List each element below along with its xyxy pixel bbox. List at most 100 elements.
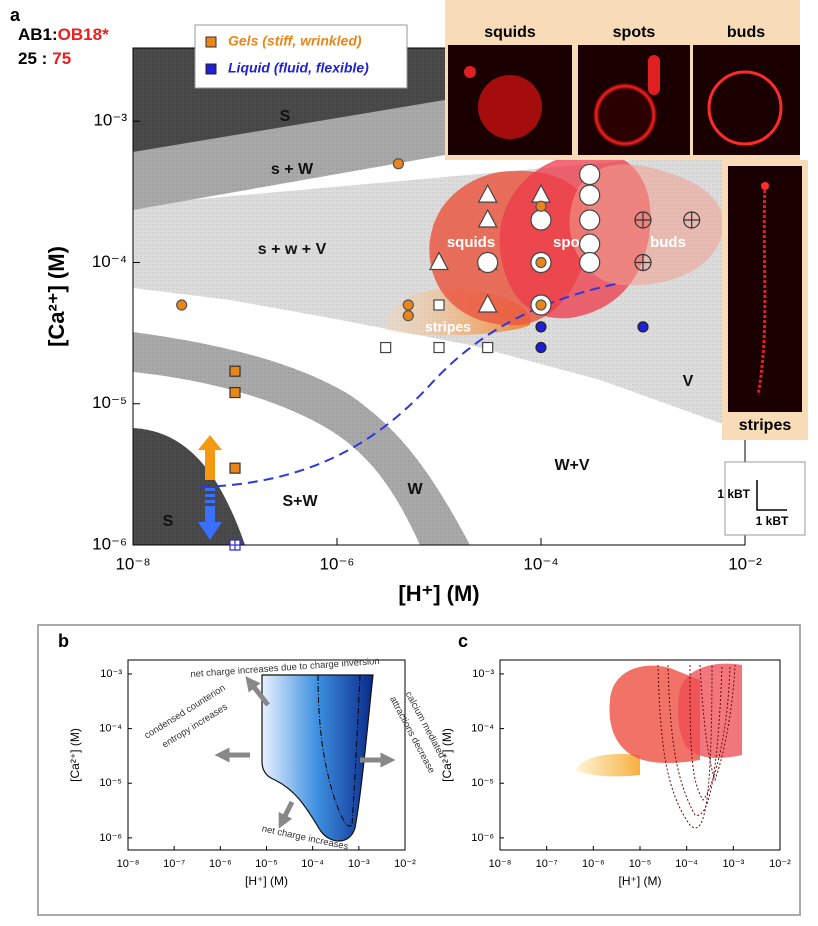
data-point [535,341,547,354]
panel-frame [37,624,801,916]
x-tick-label: 10⁻⁶ [582,858,605,870]
region-label: stripes [425,319,471,335]
data-point [683,211,701,229]
legend-swatch [205,36,217,48]
transition-arrows [198,435,222,540]
y-axis-label: [Ca²⁺] (M) [68,728,82,782]
data-point [229,386,241,399]
data-point [530,209,552,231]
data-point [634,253,652,272]
x-axis-label: [H⁺] (M) [619,874,662,888]
data-point [229,539,241,551]
region-label: W [407,481,423,498]
y-tick-label: 10⁻⁶ [471,832,494,844]
data-point [402,299,414,311]
data-point [579,233,601,255]
y-tick-label: 10⁻³ [472,668,494,680]
image-label: buds [727,24,765,41]
lipid-b: OB18* [58,25,109,44]
data-point [579,251,601,274]
region-label: buds [650,234,686,251]
x-tick-label: 10⁻² [769,858,791,870]
data-point [477,293,498,313]
y-tick-label: 10⁻⁴ [92,252,127,271]
x-tick-label: 10⁻⁴ [301,858,324,870]
data-point [229,462,241,474]
x-tick-label: 10⁻³ [722,858,744,870]
x-tick-label: 10⁻⁵ [629,858,652,870]
data-point [535,321,547,333]
region-label: squids [447,234,495,251]
data-point [579,163,601,186]
region-label: V [683,373,694,390]
lipid-label: AB1:OB18* [18,25,109,44]
ratio-label: 25 : 75 [18,49,71,68]
y-tick-label: 10⁻³ [100,668,122,680]
x-tick-label: 10⁻⁷ [536,858,558,870]
y-tick-label: 10⁻⁵ [92,393,127,412]
panel-b-shapes [214,674,396,842]
data-point [637,321,649,333]
ratio-a: 25 : [18,49,47,68]
image-label: spots [613,24,656,41]
x-tick-label: 10⁻² [394,858,416,870]
data-point [477,183,498,203]
legend-swatch [205,63,217,75]
x-tick-label: 10⁻³ [348,858,370,870]
y-axis-label: [Ca²⁺] (M) [440,728,454,782]
data-point [402,310,414,322]
panel-c-shapes [575,663,742,829]
panel-label: b [58,631,69,651]
x-tick-label: 10⁻⁶ [209,858,232,870]
data-point [229,365,241,377]
lipid-a: AB1: [18,25,58,44]
x-tick-label: 10⁻⁸ [117,858,140,870]
data-point [433,341,445,354]
data-point [535,299,547,311]
data-point [579,209,601,231]
data-point [429,251,449,271]
legend-frame [194,24,408,89]
data-point [477,251,499,274]
x-tick-label: 10⁻² [728,554,762,573]
micrographs [445,0,808,440]
data-point [482,341,494,354]
y-tick-label: 10⁻⁶ [99,832,122,844]
y-tick-label: 10⁻⁶ [92,534,127,553]
scale-label: 1 kBT [756,514,789,528]
image-label: stripes [739,417,792,434]
scale-label: 1 kBT [717,487,750,501]
region-label: S [163,513,174,530]
ratio-b: 75 [52,49,71,68]
y-tick-label: 10⁻³ [93,111,127,130]
region-label: S [280,108,291,125]
data-point [380,341,392,354]
y-tick-label: 10⁻⁵ [471,777,494,789]
x-tick-label: 10⁻⁴ [675,858,698,870]
y-tick-label: 10⁻⁵ [99,777,122,789]
data-point [176,299,188,311]
y-tick-label: 10⁻⁴ [99,722,122,734]
data-point [392,158,405,170]
region-label: s + w + V [258,241,327,258]
legend-label: Liquid (fluid, flexible) [228,60,369,76]
scale-bar [724,461,806,536]
x-tick-label: 10⁻⁷ [163,858,185,870]
region-label: W+V [554,457,589,474]
data-point [477,208,498,228]
x-tick-label: 10⁻⁴ [523,554,558,573]
x-tick-label: 10⁻⁸ [489,858,512,870]
y-tick-label: 10⁻⁴ [471,722,494,734]
x-axis-label: [H⁺] (M) [398,581,479,606]
data-point [535,200,547,212]
x-tick-label: 10⁻⁸ [115,554,150,573]
region-label: S+W [282,493,318,510]
image-label: squids [484,24,536,41]
y-axis-label: [Ca²⁺] (M) [44,246,69,347]
data-point [433,299,445,311]
region-label: s + W [271,161,314,178]
legend-label: Gels (stiff, wrinkled) [228,33,362,49]
x-tick-label: 10⁻⁶ [320,554,355,573]
data-point [535,256,547,269]
